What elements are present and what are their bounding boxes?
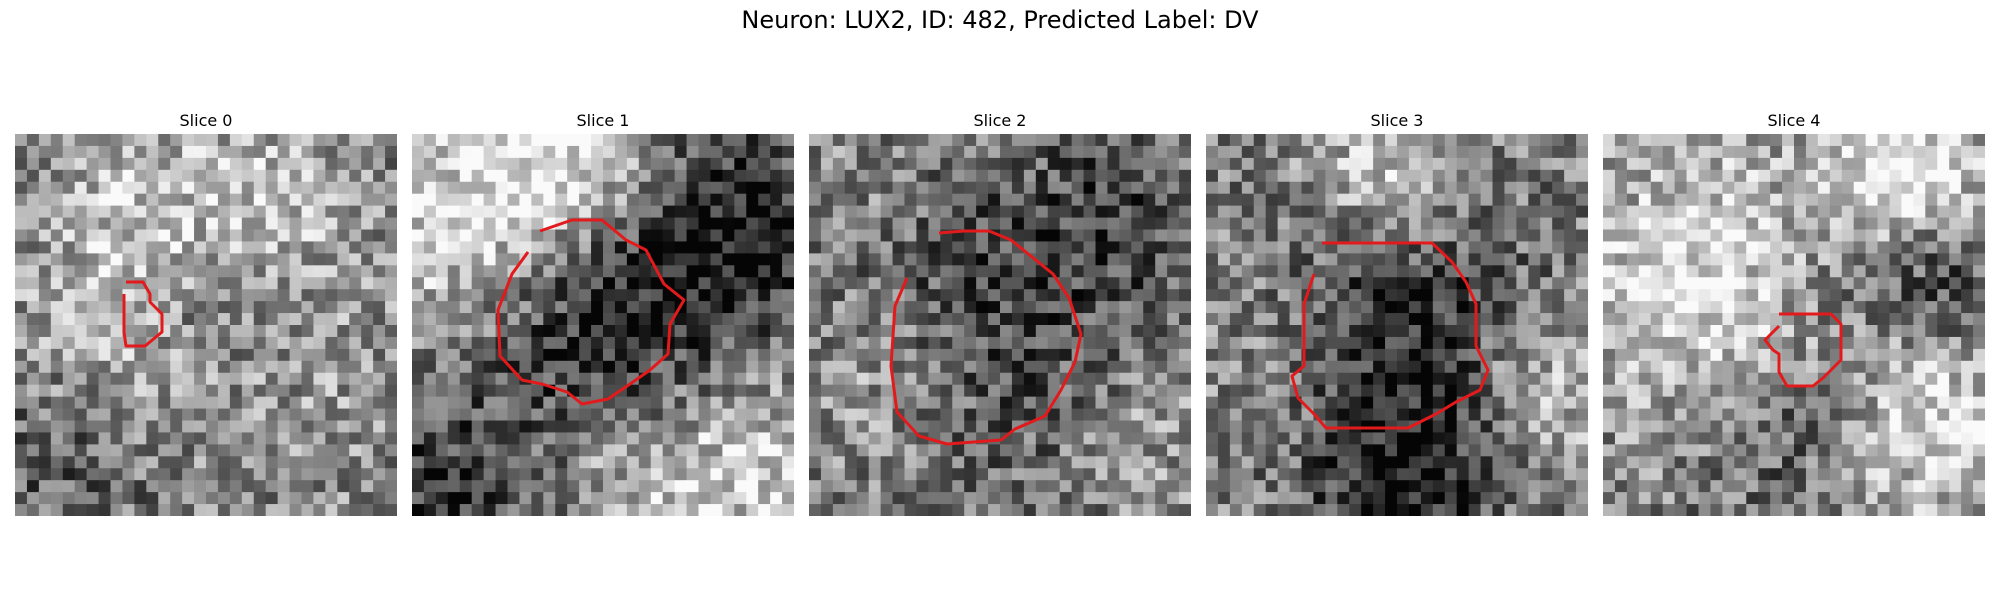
slice-pixels-1 — [412, 134, 794, 516]
roi-contour-4 — [1763, 312, 1843, 388]
slice-pixels-3 — [1206, 134, 1588, 516]
slice-panel-3: Slice 3 — [1206, 108, 1588, 516]
slice-title-4: Slice 4 — [1767, 111, 1821, 130]
slice-image-1 — [412, 134, 794, 516]
slice-image-4 — [1603, 134, 1985, 516]
slice-image-3 — [1206, 134, 1588, 516]
roi-contour-3 — [1290, 241, 1490, 430]
slice-panel-0: Slice 0 — [15, 108, 397, 516]
slice-panel-1: Slice 1 — [412, 108, 794, 516]
slice-pixels-0 — [15, 134, 397, 516]
slice-title-1: Slice 1 — [576, 111, 630, 130]
slice-panel-4: Slice 4 — [1603, 108, 1985, 516]
slice-pixels-4 — [1603, 134, 1985, 516]
slice-image-0 — [15, 134, 397, 516]
slice-image-2 — [809, 134, 1191, 516]
slice-pixels-2 — [809, 134, 1191, 516]
slice-panel-2: Slice 2 — [809, 108, 1191, 516]
slice-title-2: Slice 2 — [973, 111, 1027, 130]
roi-contour-2 — [889, 229, 1083, 446]
roi-contour-0 — [122, 280, 164, 348]
slice-title-0: Slice 0 — [179, 111, 233, 130]
figure-title: Neuron: LUX2, ID: 482, Predicted Label: … — [741, 6, 1259, 34]
slice-title-3: Slice 3 — [1370, 111, 1424, 130]
roi-contour-1 — [496, 218, 686, 406]
